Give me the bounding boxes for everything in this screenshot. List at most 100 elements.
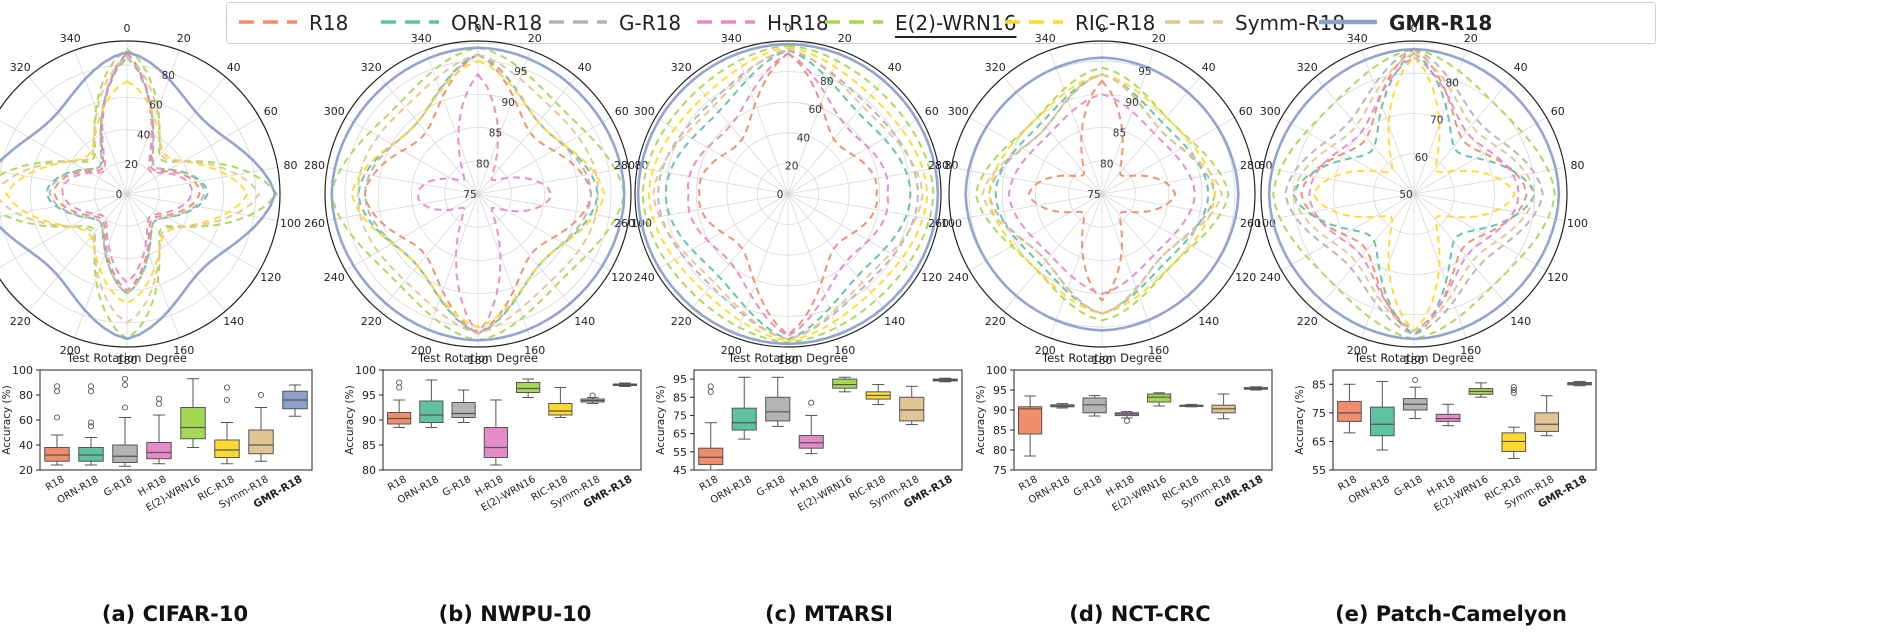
angle-tick-label: 120 xyxy=(260,271,281,284)
angle-tick-label: 300 xyxy=(324,105,345,118)
angle-tick-label: 80 xyxy=(1570,159,1584,172)
angle-tick-label: 180 xyxy=(1404,354,1425,367)
box-ric-r18: RIC-R18 xyxy=(1161,403,1204,504)
radial-tick-label: 90 xyxy=(1125,97,1138,109)
box-iqr xyxy=(798,434,824,449)
box-iqr xyxy=(1534,412,1560,432)
angle-tick-label: 160 xyxy=(1460,344,1481,357)
y-tick-label: 60 xyxy=(19,414,33,427)
angular-gridline xyxy=(477,117,611,195)
angular-gridline xyxy=(1315,76,1415,195)
box-ylabel: Accuracy (%) xyxy=(1294,385,1306,454)
angular-gridline xyxy=(1281,117,1415,195)
box-outlier xyxy=(87,388,95,395)
box-iqr xyxy=(1147,393,1172,403)
box-iqr xyxy=(698,447,724,466)
box-outlier xyxy=(1510,389,1517,396)
angle-tick-label: 20 xyxy=(528,32,542,45)
angle-tick-label: 60 xyxy=(1551,105,1565,118)
radar-series-r18 xyxy=(363,53,593,335)
angular-gridline xyxy=(1281,193,1415,271)
angular-gridline xyxy=(425,50,479,195)
box-orn-r18: ORN-R18 xyxy=(396,379,444,506)
box-iqr xyxy=(483,427,508,458)
angle-tick-label: 160 xyxy=(524,344,545,357)
angular-gridline xyxy=(345,193,479,271)
angle-tick-label: 20 xyxy=(1152,32,1166,45)
angular-gridline xyxy=(735,50,789,195)
boxplot-frame xyxy=(1332,369,1597,471)
radar-series-gmr-r18 xyxy=(0,50,277,341)
radial-tick-label: 80 xyxy=(820,76,833,88)
radial-tick-label: 50 xyxy=(1399,189,1412,201)
box-ric-r18: RIC-R18 xyxy=(530,387,573,504)
box-gmr-r18: GMR-R18 xyxy=(1536,380,1592,511)
angle-tick-label: 0 xyxy=(1411,22,1418,35)
angular-gridline xyxy=(637,167,789,195)
radar-series-group xyxy=(0,47,279,341)
panel-caption: (c) MTARSI xyxy=(765,602,893,626)
box-ric-r18: RIC-R18 xyxy=(196,384,240,504)
radar-series-r18 xyxy=(53,50,201,293)
x-tick-label: G-R18 xyxy=(102,474,134,499)
box-r18: R18 xyxy=(1336,383,1362,493)
box-iqr xyxy=(731,407,757,431)
angular-gridline xyxy=(1101,193,1201,312)
legend-swatch-symm-r18 xyxy=(1165,20,1223,24)
y-tick-label: 80 xyxy=(19,389,33,402)
y-tick-label: 65 xyxy=(1312,435,1326,448)
y-tick-label: 55 xyxy=(1312,464,1326,477)
panel-caption: (a) CIFAR-10 xyxy=(101,602,249,626)
angular-gridline xyxy=(1413,193,1547,271)
box-iqr xyxy=(899,396,925,422)
angle-tick-label: 340 xyxy=(411,32,432,45)
angular-gridline xyxy=(126,193,278,221)
angle-tick-label: 320 xyxy=(671,61,692,74)
angular-gridline xyxy=(126,167,278,195)
angle-tick-label: 140 xyxy=(574,315,595,328)
box-g-r18: G-R18 xyxy=(755,376,791,499)
angular-gridline xyxy=(477,76,577,195)
radar-series-e-2-wrn16 xyxy=(1272,48,1556,340)
box-outlier xyxy=(589,392,596,399)
box-outlier xyxy=(1412,376,1419,384)
angular-gridline xyxy=(637,193,789,221)
angle-tick-label: 0 xyxy=(785,22,792,35)
angle-tick-label: 280 xyxy=(304,159,325,172)
box-outlier xyxy=(223,384,231,391)
x-tick-label: G-R18 xyxy=(755,474,787,499)
polar-grid xyxy=(634,40,942,348)
polar-outer-ring xyxy=(0,40,281,348)
radial-tick-label: 85 xyxy=(1113,128,1126,140)
box-iqr xyxy=(180,407,206,440)
radar-series-symm-r18 xyxy=(0,55,261,325)
box-ric-r18: RIC-R18 xyxy=(847,384,891,504)
angular-gridline xyxy=(951,193,1103,221)
box-outlier xyxy=(396,384,403,391)
box-iqr xyxy=(1501,432,1527,452)
panel-a-cifar-10: 0 20 40 60 80 0 20 40 60 80 100 120 140 160 180 200 220 2… xyxy=(0,22,313,514)
panel-e-patch-camelyon: 50 60 70 80 0 20 40 60 80 100 120 140 160 180 200 220 24… xyxy=(1240,22,1597,514)
angle-tick-label: 300 xyxy=(634,105,655,118)
angular-gridline xyxy=(477,193,531,338)
angular-gridline xyxy=(1101,193,1235,271)
angular-gridline xyxy=(477,193,577,312)
polar-xlabel: Test Rotation Degree xyxy=(727,351,848,365)
angle-tick-label: 340 xyxy=(1347,32,1368,45)
box-iqr xyxy=(1337,400,1362,422)
polar-outer-ring xyxy=(1260,40,1568,348)
angle-tick-label: 40 xyxy=(1202,61,1216,74)
box-iqr xyxy=(419,400,444,423)
polar-xlabel: Test Rotation Degree xyxy=(1041,351,1162,365)
angular-gridline xyxy=(1101,76,1201,195)
angular-gridline xyxy=(689,193,789,312)
angle-tick-label: 140 xyxy=(1198,315,1219,328)
angle-tick-label: 240 xyxy=(948,271,969,284)
y-tick-label: 100 xyxy=(986,364,1007,377)
box-iqr xyxy=(516,382,541,393)
angular-gridline xyxy=(1413,117,1547,195)
